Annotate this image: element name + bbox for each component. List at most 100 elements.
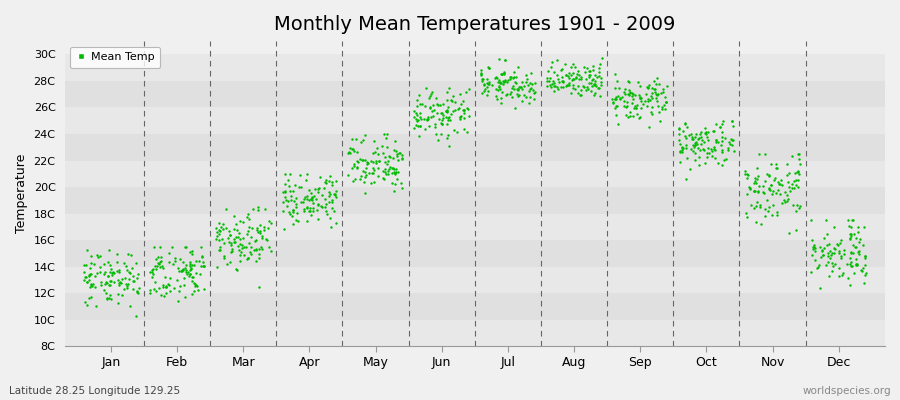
Point (577, 63, 591, 70)
Point (832, 273, 846, 279)
Point (458, 88, 473, 95)
Point (131, 290, 146, 296)
Point (770, 164, 784, 171)
Point (438, 108, 453, 115)
Point (627, 91, 642, 98)
Point (684, 146, 698, 152)
Point (343, 150, 357, 156)
Point (659, 98, 673, 105)
Point (591, 69, 606, 76)
Point (650, 92, 664, 98)
Point (526, 90, 541, 96)
Point (618, 90, 633, 97)
Point (617, 89, 632, 96)
Point (304, 196, 319, 203)
Point (448, 106, 463, 113)
Point (609, 103, 624, 110)
Point (823, 248, 837, 254)
Point (360, 160, 374, 167)
Point (767, 176, 781, 183)
Point (357, 132, 372, 138)
Point (493, 80, 508, 86)
Point (641, 85, 655, 92)
Point (320, 211, 335, 218)
Point (227, 239, 241, 246)
Point (608, 94, 623, 100)
Point (77, 262, 92, 269)
Point (426, 112, 440, 119)
Point (377, 169, 392, 175)
Point (660, 83, 674, 89)
Point (749, 203, 763, 210)
Point (413, 123, 428, 129)
Point (617, 102, 632, 109)
Point (434, 110, 448, 116)
Point (147, 286, 161, 292)
Point (385, 180, 400, 186)
Point (211, 264, 225, 270)
Point (615, 94, 629, 100)
Point (378, 154, 392, 160)
Point (705, 153, 719, 159)
Point (634, 95, 649, 102)
Point (457, 115, 472, 122)
Point (318, 204, 332, 210)
Point (192, 258, 206, 264)
Point (117, 260, 131, 266)
Point (382, 154, 397, 160)
Point (515, 78, 529, 85)
Point (318, 196, 332, 202)
Point (655, 104, 670, 110)
Point (610, 78, 625, 84)
Point (287, 197, 302, 204)
Point (302, 207, 316, 214)
Point (122, 281, 136, 287)
Point (425, 88, 439, 95)
Point (389, 147, 403, 154)
Point (546, 88, 561, 94)
Point (847, 231, 861, 237)
Point (480, 80, 494, 87)
Point (291, 218, 305, 224)
Point (643, 82, 657, 89)
Point (341, 171, 356, 178)
Point (216, 221, 230, 227)
Point (573, 92, 588, 98)
Point (690, 144, 705, 151)
Point (77, 299, 92, 306)
Point (502, 91, 517, 97)
Point (319, 180, 333, 186)
Point (177, 265, 192, 271)
Point (413, 123, 428, 129)
Point (436, 121, 450, 128)
Point (594, 82, 608, 88)
Point (249, 227, 264, 233)
Point (790, 169, 805, 175)
Point (346, 146, 360, 153)
Point (740, 191, 754, 197)
Point (84, 281, 98, 287)
Point (277, 194, 292, 200)
Point (498, 77, 512, 84)
Point (851, 248, 866, 254)
Point (222, 228, 237, 235)
Point (792, 171, 806, 177)
Point (818, 262, 832, 268)
Point (775, 181, 789, 188)
Point (497, 71, 511, 77)
Point (104, 272, 119, 278)
Point (223, 232, 238, 239)
Point (842, 255, 857, 262)
Point (300, 205, 314, 212)
Point (241, 216, 256, 222)
Point (753, 221, 768, 227)
Point (328, 194, 343, 200)
Point (857, 224, 871, 230)
Point (788, 185, 802, 191)
Point (781, 230, 796, 237)
Point (178, 294, 193, 300)
Point (328, 190, 342, 197)
Point (780, 179, 795, 186)
Point (255, 246, 269, 252)
Point (752, 183, 767, 190)
